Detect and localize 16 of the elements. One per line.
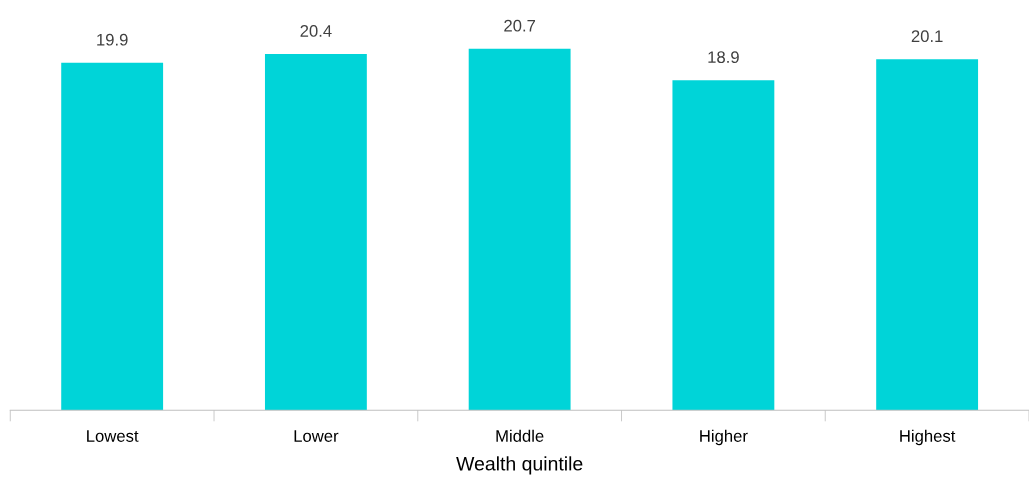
- data-label: 19.9: [97, 33, 128, 46]
- data-label: 18.9: [708, 51, 739, 64]
- bar: [672, 80, 775, 411]
- data-label: 20.4: [300, 25, 332, 37]
- x-axis-title: Wealth quintile: [456, 456, 583, 475]
- data-label: 20.1: [911, 30, 943, 43]
- x-tick-label: Lower: [294, 430, 339, 442]
- x-tick-label: Lowest: [87, 430, 139, 442]
- x-tick-label: Higher: [700, 429, 748, 446]
- x-tick-label: Middle: [496, 429, 544, 442]
- bar: [264, 54, 367, 411]
- data-label: 20.7: [504, 19, 536, 32]
- bar: [876, 59, 979, 411]
- bar: [61, 62, 164, 411]
- bar: [468, 48, 571, 411]
- x-tick-label: Highest: [900, 429, 956, 446]
